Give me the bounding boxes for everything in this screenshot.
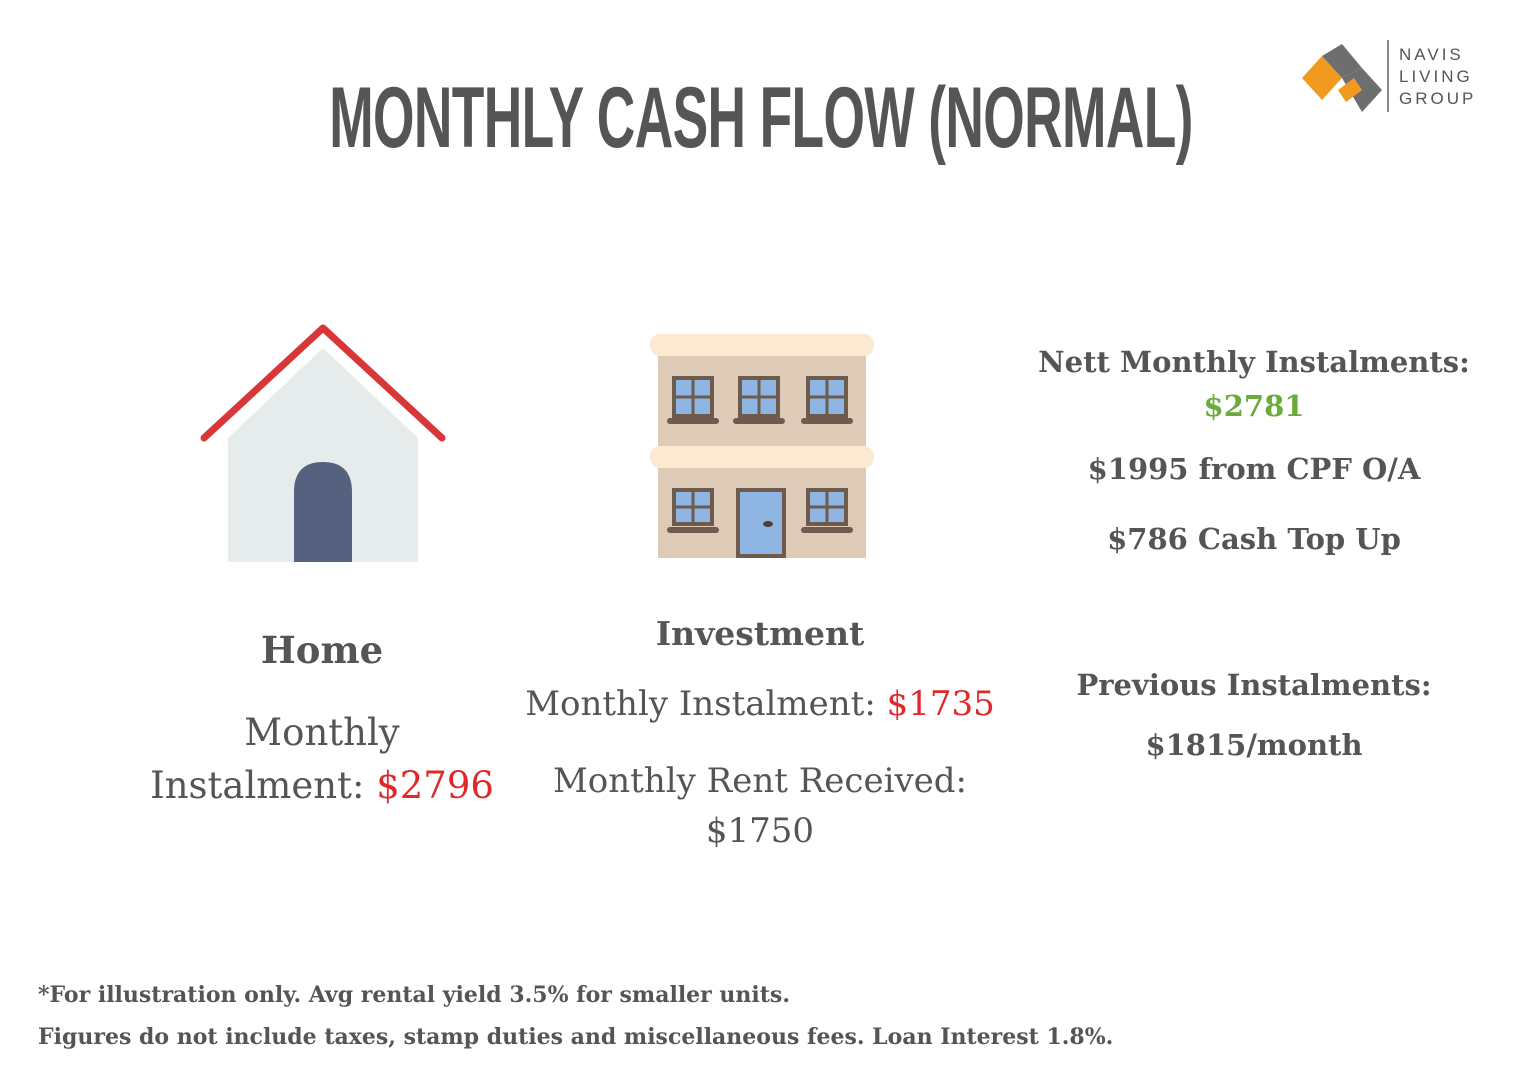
footnote-illustration: *For illustration only. Avg rental yield… <box>38 982 790 1008</box>
nett-instalments-label: Nett Monthly Instalments: <box>1038 345 1470 379</box>
investment-instalment: Monthly Instalment: $1735 <box>500 684 1020 724</box>
cash-topup: $786 Cash Top Up <box>1107 522 1401 556</box>
home-instalment-value: $2796 <box>376 764 494 807</box>
investment-heading: Investment <box>655 614 865 653</box>
home-instalment-label: Monthly Instalment: <box>150 711 400 807</box>
cpf-amount: $1995 from CPF O/A <box>1087 452 1421 486</box>
navis-n-logo-icon <box>1302 44 1382 112</box>
previous-instalments-label: Previous Instalments: <box>1076 668 1432 702</box>
investment-instalment-value: $1735 <box>886 684 995 724</box>
home-instalment: Monthly Instalment: $2796 <box>132 706 512 812</box>
logo-line-2: LIVING <box>1399 67 1473 86</box>
company-logo: NAVIS LIVING GROUP <box>1298 40 1498 120</box>
investment-rent: Monthly Rent Received: $1750 <box>500 756 1020 856</box>
page-title: MONTHLY CASH FLOW (NORMAL) <box>329 70 1193 166</box>
apartment-building-icon <box>650 334 874 558</box>
logo-line-1: NAVIS <box>1399 45 1464 64</box>
house-icon <box>200 324 446 562</box>
logo-line-3: GROUP <box>1399 89 1477 108</box>
logo-divider <box>1387 40 1389 112</box>
logo-text: NAVIS LIVING GROUP <box>1399 44 1476 110</box>
investment-instalment-label: Monthly Instalment: <box>525 684 876 724</box>
footnote-fees: Figures do not include taxes, stamp duti… <box>38 1024 1114 1050</box>
home-heading: Home <box>260 628 384 672</box>
nett-instalments: Nett Monthly Instalments: $2781 <box>1034 340 1474 428</box>
nett-instalments-value: $2781 <box>1203 389 1305 423</box>
investment-rent-label: Monthly Rent Received: <box>552 761 968 801</box>
investment-rent-value: $1750 <box>705 811 815 851</box>
previous-instalments-value: $1815/month <box>1145 728 1363 762</box>
